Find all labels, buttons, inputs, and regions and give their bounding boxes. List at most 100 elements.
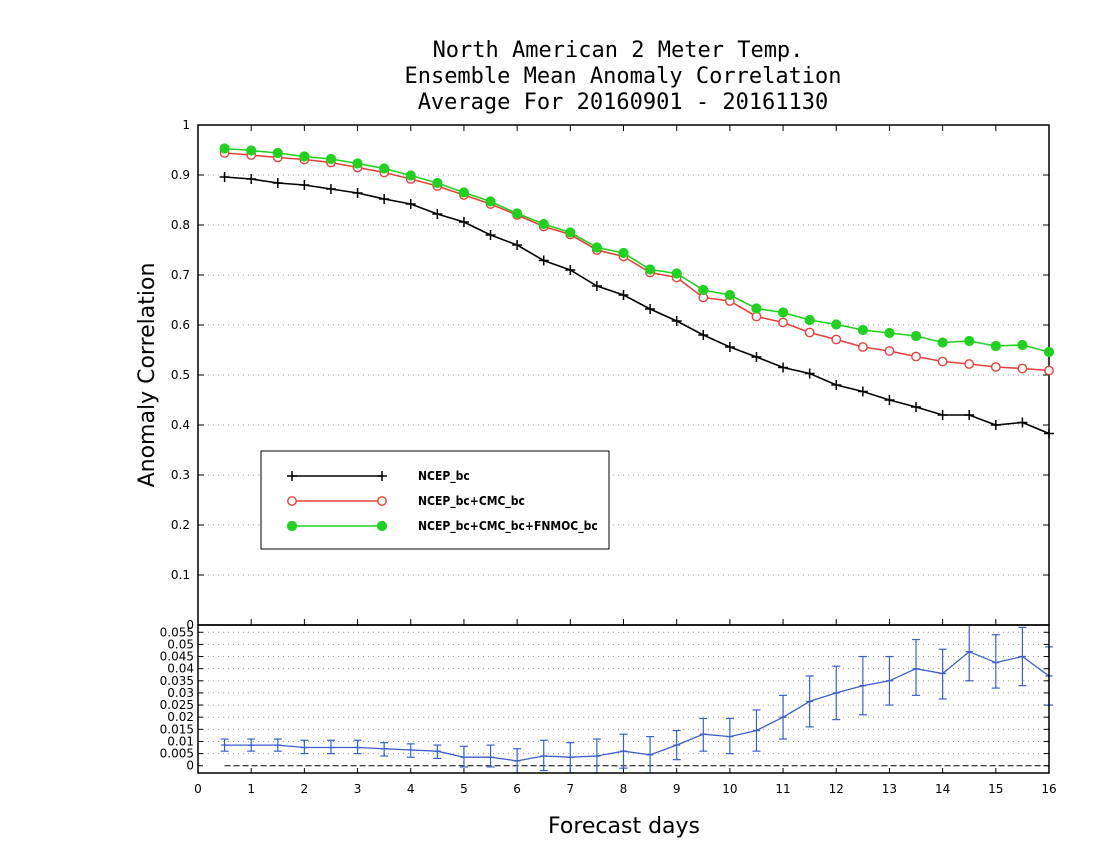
- data-point: [432, 209, 443, 219]
- data-point: [538, 255, 549, 266]
- data-point: [804, 327, 815, 338]
- data-point: [831, 334, 842, 345]
- y-tick-label: 0.2: [171, 518, 190, 532]
- data-point: [458, 187, 470, 198]
- data-point: [857, 386, 868, 397]
- x-tick-label: 1: [247, 782, 255, 796]
- data-point: [246, 174, 257, 184]
- y-tick-label: 0.005: [160, 747, 194, 761]
- data-point: [778, 317, 788, 328]
- data-point: [937, 337, 948, 348]
- y-axis-title: Anomaly Correlation: [135, 263, 160, 488]
- x-tick-label: 14: [935, 782, 950, 796]
- data-point: [990, 340, 1001, 352]
- series-line: [224, 147, 1050, 353]
- data-point: [911, 402, 922, 412]
- x-tick-label: 7: [566, 782, 574, 796]
- difference-plot-panel: 00.0050.010.0150.020.0250.030.0350.040.0…: [160, 618, 1057, 796]
- series-line: [224, 176, 1050, 435]
- x-tick-label: 8: [620, 782, 628, 796]
- x-tick-label: 16: [1041, 782, 1056, 796]
- data-point: [831, 319, 842, 330]
- data-point: [485, 196, 496, 207]
- data-point: [1044, 428, 1054, 439]
- data-point: [272, 147, 283, 159]
- data-point: [377, 471, 387, 481]
- data-point: [287, 496, 297, 506]
- chart-title-line-1: North American 2 Meter Temp.: [433, 38, 804, 63]
- data-point: [325, 184, 336, 194]
- data-point: [618, 290, 629, 300]
- x-tick-label: 9: [673, 782, 681, 796]
- legend-label: NCEP_bc+CMC_bc: [418, 494, 525, 509]
- y-tick-label: 0.3: [171, 468, 190, 482]
- data-point: [352, 188, 363, 198]
- data-point: [884, 327, 895, 339]
- y-tick-label: 0.01: [167, 734, 194, 748]
- chart-title-line-2: Ensemble Mean Anomaly Correlation: [404, 64, 841, 89]
- y-tick-label-top: 0: [186, 618, 194, 632]
- x-axis-title: Forecast days: [548, 814, 700, 839]
- legend: NCEP_bc NCEP_bc+CMC_bc NCEP_bc+CMC_bc+FNMO…: [260, 450, 610, 550]
- data-point: [777, 307, 789, 318]
- x-tick-label: 3: [354, 782, 362, 796]
- data-point: [884, 346, 895, 356]
- data-point: [964, 359, 975, 369]
- data-point: [299, 151, 310, 162]
- data-point: [272, 178, 283, 188]
- y-tick-label: 0.04: [167, 662, 194, 676]
- data-point: [698, 330, 709, 340]
- data-point: [325, 153, 337, 165]
- y-tick-label: 0.045: [160, 650, 194, 664]
- data-point: [287, 471, 297, 481]
- data-point: [857, 324, 868, 336]
- data-point: [724, 289, 735, 301]
- y-tick-label: 0.1: [171, 568, 190, 582]
- data-point: [432, 177, 443, 189]
- data-point: [751, 303, 762, 314]
- data-point: [645, 304, 656, 314]
- data-point: [246, 145, 257, 156]
- data-point: [458, 217, 469, 227]
- data-point: [485, 230, 496, 240]
- x-tick-label: 5: [460, 782, 468, 796]
- data-point: [831, 380, 842, 390]
- x-tick-label: 2: [301, 782, 309, 796]
- x-tick-label: 15: [988, 782, 1003, 796]
- y-tick-label: 0.015: [160, 722, 194, 736]
- legend-label: NCEP_bc+CMC_bc+FNMOC_bc: [418, 519, 598, 534]
- y-tick-label: 0.02: [167, 710, 194, 724]
- difference-line: [224, 650, 1050, 762]
- data-point: [565, 265, 576, 275]
- data-point: [884, 395, 895, 405]
- y-tick-label: 0.035: [160, 674, 194, 688]
- y-tick-label: 0: [186, 759, 194, 773]
- data-point: [964, 410, 975, 420]
- x-tick-label: 12: [829, 782, 844, 796]
- data-point: [377, 496, 387, 506]
- data-point: [538, 218, 549, 230]
- x-tick-label: 0: [194, 782, 202, 796]
- data-point: [1044, 365, 1054, 376]
- data-point: [512, 240, 523, 250]
- series-ncep-bc: [219, 172, 1054, 439]
- chart-title: North American 2 Meter Temp. Ensemble Me…: [404, 38, 841, 115]
- data-point: [857, 342, 868, 352]
- y-tick-label: 0.9: [171, 168, 190, 182]
- data-point: [379, 194, 390, 204]
- data-point: [286, 520, 298, 532]
- chart-title-line-3: Average For 20160901 - 20161130: [418, 90, 829, 115]
- data-point: [1017, 339, 1028, 351]
- y-tick-label: 0.6: [171, 318, 190, 332]
- x-tick-label: 11: [775, 782, 790, 796]
- x-tick-label: 10: [722, 782, 737, 796]
- y-tick-label: 0.8: [171, 218, 190, 232]
- data-point: [591, 281, 602, 291]
- x-tick-label: 6: [513, 782, 521, 796]
- data-point: [352, 158, 363, 169]
- x-tick-label: 13: [882, 782, 897, 796]
- y-tick-label: 0.5: [171, 368, 190, 382]
- data-point: [565, 227, 576, 238]
- difference-series: [220, 624, 1053, 774]
- data-point: [964, 335, 975, 347]
